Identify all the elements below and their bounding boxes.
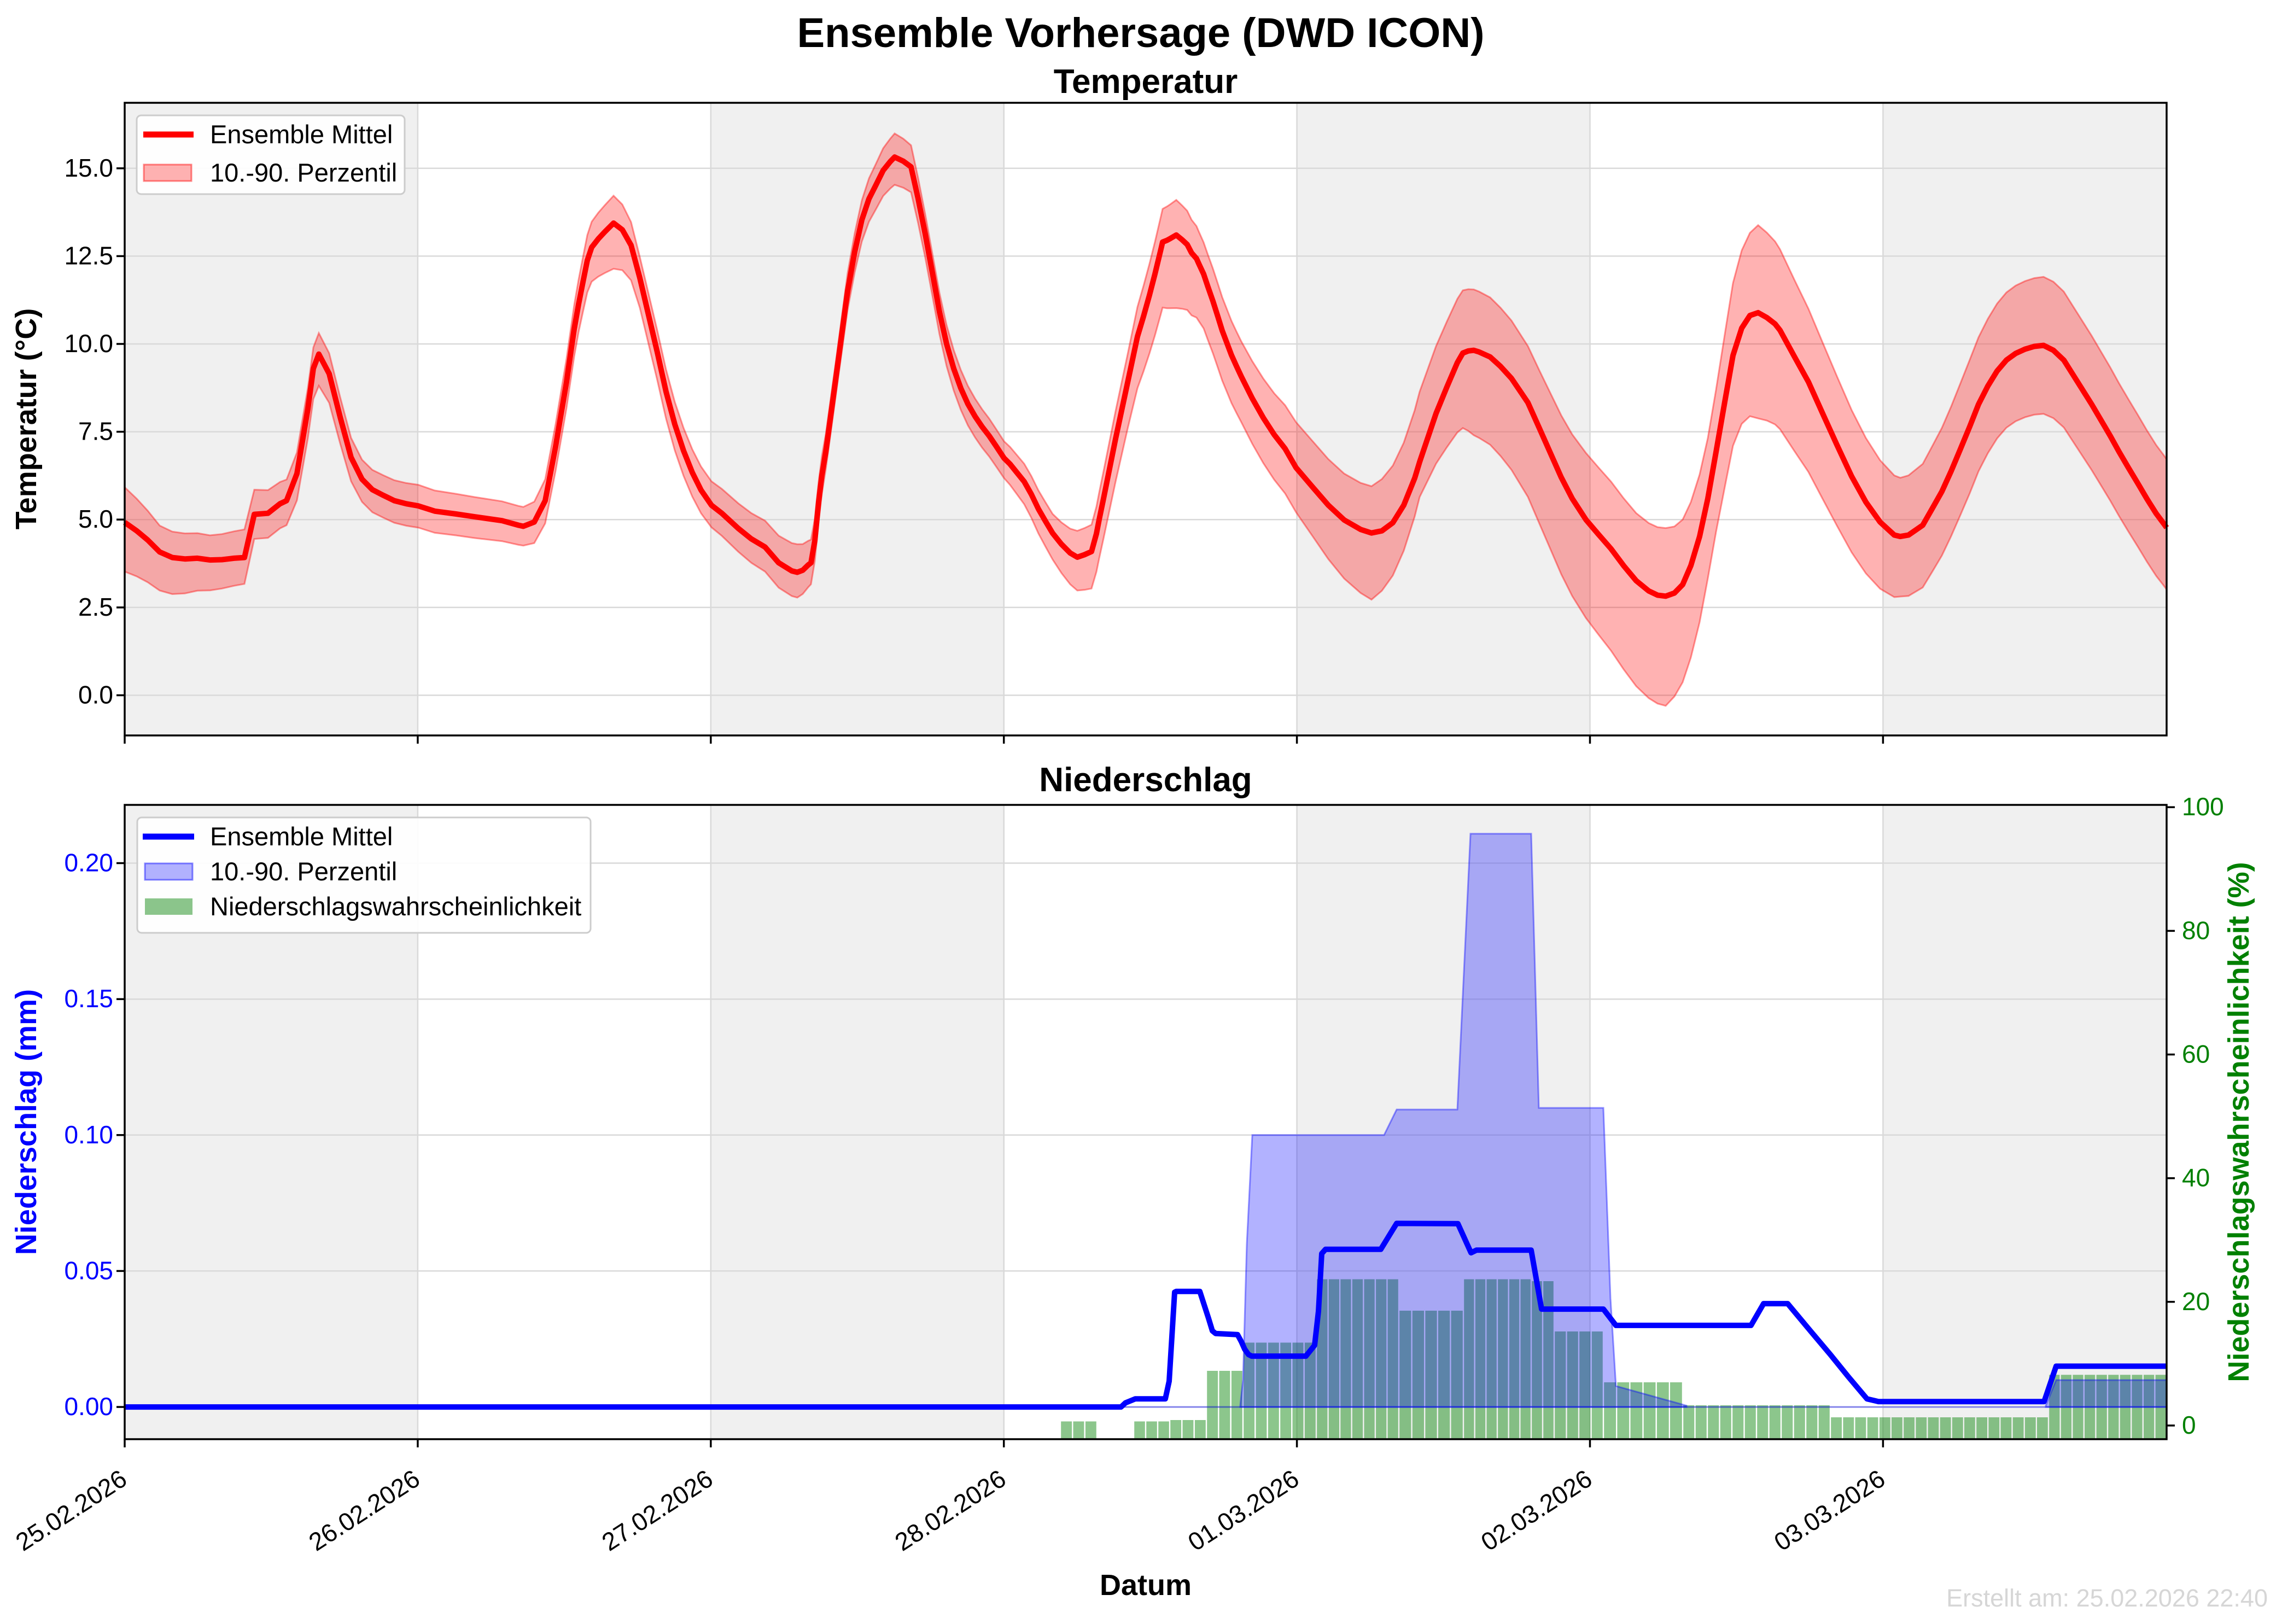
- svg-text:Ensemble Mittel: Ensemble Mittel: [210, 120, 393, 149]
- svg-text:Niederschlagswahrscheinlichkei: Niederschlagswahrscheinlichkeit (%): [2222, 862, 2255, 1382]
- svg-text:0.10: 0.10: [64, 1120, 113, 1149]
- svg-text:80: 80: [2182, 916, 2210, 944]
- svg-text:40: 40: [2182, 1164, 2210, 1192]
- svg-text:15.0: 15.0: [64, 154, 113, 182]
- svg-text:10.-90. Perzentil: 10.-90. Perzentil: [210, 158, 397, 187]
- svg-text:0: 0: [2182, 1411, 2196, 1439]
- svg-text:12.5: 12.5: [64, 241, 113, 270]
- svg-text:0.05: 0.05: [64, 1256, 113, 1284]
- svg-text:Temperatur: Temperatur: [1054, 63, 1238, 101]
- svg-text:Niederschlag: Niederschlag: [1039, 761, 1252, 799]
- svg-text:Ensemble Vorhersage (DWD ICON): Ensemble Vorhersage (DWD ICON): [797, 10, 1484, 56]
- svg-text:Datum: Datum: [1100, 1569, 1192, 1602]
- svg-text:0.15: 0.15: [64, 984, 113, 1013]
- svg-text:Erstellt am: 25.02.2026 22:40: Erstellt am: 25.02.2026 22:40: [1946, 1584, 2268, 1612]
- svg-text:2.5: 2.5: [78, 593, 113, 621]
- svg-text:0.00: 0.00: [64, 1392, 113, 1421]
- svg-text:Niederschlagswahrscheinlichkei: Niederschlagswahrscheinlichkeit: [210, 892, 581, 921]
- svg-text:Niederschlag (mm): Niederschlag (mm): [10, 989, 43, 1255]
- svg-text:Temperatur (°C): Temperatur (°C): [10, 308, 43, 530]
- svg-text:0.0: 0.0: [78, 681, 113, 709]
- svg-text:100: 100: [2182, 792, 2224, 821]
- svg-text:10.0: 10.0: [64, 329, 113, 358]
- svg-text:5.0: 5.0: [78, 505, 113, 533]
- svg-text:10.-90. Perzentil: 10.-90. Perzentil: [210, 857, 397, 886]
- svg-text:20: 20: [2182, 1287, 2210, 1316]
- svg-text:Ensemble Mittel: Ensemble Mittel: [210, 822, 393, 851]
- svg-text:60: 60: [2182, 1040, 2210, 1068]
- svg-text:7.5: 7.5: [78, 417, 113, 446]
- svg-text:0.20: 0.20: [64, 849, 113, 877]
